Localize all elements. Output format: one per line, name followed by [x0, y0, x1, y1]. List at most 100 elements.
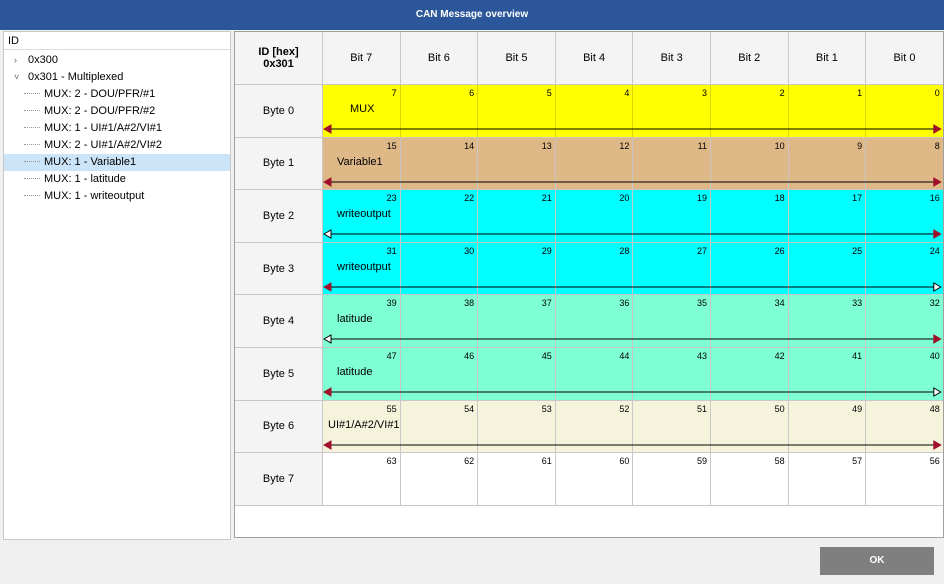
- bit-cell[interactable]: 14: [400, 137, 479, 191]
- bit-cell[interactable]: 8: [866, 137, 943, 191]
- bit-cell[interactable]: 45: [478, 348, 556, 401]
- bit-cell[interactable]: 0: [866, 85, 943, 138]
- bit-cell[interactable]: 51: [633, 400, 711, 454]
- bit-number: 35: [696, 298, 707, 309]
- bit-number: 13: [541, 140, 552, 151]
- bit-cell[interactable]: 44: [555, 348, 634, 401]
- bit-cell[interactable]: 3: [633, 85, 711, 138]
- bit-cell[interactable]: 36: [555, 295, 634, 348]
- bit-number: 7: [391, 88, 397, 98]
- tree-item[interactable]: MUX: 1 - latitude: [4, 171, 230, 188]
- bit-number: 51: [696, 403, 707, 414]
- bit-cell[interactable]: 62: [400, 453, 479, 506]
- bit-number: 56: [929, 456, 940, 467]
- tree-item[interactable]: MUX: 1 - writeoutput: [4, 188, 230, 205]
- bit-cell[interactable]: 1: [788, 85, 867, 138]
- bit-cell[interactable]: 17: [788, 190, 867, 243]
- bit-number: 38: [464, 298, 475, 309]
- bit-cell[interactable]: 6: [400, 85, 479, 138]
- bit-cell[interactable]: 63: [323, 453, 401, 506]
- bit-number: 23: [386, 193, 397, 204]
- bit-cell[interactable]: 57: [788, 453, 867, 506]
- bit-cell[interactable]: 38: [400, 295, 479, 348]
- bit-cell[interactable]: 43: [633, 348, 711, 401]
- row-header: Byte 0: [235, 85, 323, 138]
- bit-cell[interactable]: 29: [478, 242, 556, 296]
- bit-cell[interactable]: 24: [866, 242, 943, 296]
- tree-item[interactable]: MUX: 1 - Variable1: [4, 154, 230, 171]
- tree-label[interactable]: MUX: 1 - Variable1: [44, 156, 137, 168]
- bit-cell[interactable]: 58: [711, 453, 789, 506]
- bit-cell[interactable]: 46: [400, 348, 479, 401]
- bit-cell[interactable]: 60: [555, 453, 634, 506]
- expander[interactable]: ˅: [14, 72, 20, 82]
- bit-number: 5: [546, 88, 552, 98]
- tree-item[interactable]: MUX: 1 - UI#1/A#2/VI#1: [4, 120, 230, 137]
- bit-cell[interactable]: 33: [788, 295, 867, 348]
- bit-cell[interactable]: 34: [711, 295, 789, 348]
- bit-number: 40: [929, 351, 940, 361]
- bit-cell[interactable]: 30: [400, 242, 479, 296]
- tree-item[interactable]: MUX: 2 - DOU/PFR/#1: [4, 86, 230, 103]
- bit-cell[interactable]: 50: [711, 400, 789, 454]
- tree-label[interactable]: MUX: 1 - UI#1/A#2/VI#1: [44, 122, 162, 134]
- bit-cell[interactable]: 40: [866, 348, 943, 401]
- bit-cell[interactable]: 54: [400, 400, 479, 454]
- bit-cell[interactable]: 49: [788, 400, 867, 454]
- bit-cell[interactable]: 41: [788, 348, 867, 401]
- bit-number: 34: [774, 298, 785, 309]
- tree-label[interactable]: MUX: 2 - DOU/PFR/#1: [44, 88, 156, 100]
- tree-label[interactable]: MUX: 1 - latitude: [44, 173, 126, 185]
- signal-name: MUX: [350, 103, 375, 115]
- tree-body: › 0x300 ˅ 0x301 - Multiplexed MUX: 2 - DOU/P…: [4, 52, 230, 205]
- bit-cell[interactable]: 2: [711, 85, 789, 138]
- bit-cell[interactable]: 61: [478, 453, 556, 506]
- bit-cell[interactable]: 32: [866, 295, 943, 348]
- bit-cell[interactable]: 42: [711, 348, 789, 401]
- row-header: Byte 4: [235, 295, 323, 348]
- bit-cell[interactable]: 13: [478, 137, 556, 191]
- bit-cell[interactable]: 59: [633, 453, 711, 506]
- tree-item[interactable]: MUX: 2 - DOU/PFR/#2: [4, 103, 230, 120]
- bit-cell[interactable]: 5: [478, 85, 556, 138]
- bit-cell[interactable]: 25: [788, 242, 867, 296]
- signal-name: UI#1/A#2/VI#1: [328, 418, 400, 431]
- tree-item[interactable]: ˅ 0x301 - Multiplexed: [4, 69, 230, 86]
- bit-number: 1: [857, 88, 863, 98]
- bit-cell[interactable]: 28: [555, 242, 634, 296]
- bit-number: 62: [464, 456, 475, 467]
- bit-cell[interactable]: 9: [788, 137, 867, 191]
- bit-cell[interactable]: 52: [555, 400, 634, 454]
- tree-label[interactable]: 0x301 - Multiplexed: [28, 71, 124, 83]
- bit-cell[interactable]: 12: [555, 137, 634, 191]
- bit-cell[interactable]: 37: [478, 295, 556, 348]
- tree-label[interactable]: 0x300: [28, 54, 58, 66]
- bit-cell[interactable]: 22: [400, 190, 479, 243]
- bit-number: 49: [852, 403, 863, 414]
- bit-cell[interactable]: 11: [633, 137, 711, 191]
- bit-cell[interactable]: 56: [866, 453, 943, 506]
- tree-label[interactable]: MUX: 2 - UI#1/A#2/VI#2: [44, 139, 162, 151]
- bit-number: 2: [779, 88, 785, 98]
- bit-cell[interactable]: 18: [711, 190, 789, 243]
- bit-cell[interactable]: 53: [478, 400, 556, 454]
- column-header: Bit 6: [400, 32, 479, 85]
- tree-item[interactable]: MUX: 2 - UI#1/A#2/VI#2: [4, 137, 230, 154]
- bit-cell[interactable]: 19: [633, 190, 711, 243]
- bit-cell[interactable]: 4: [555, 85, 634, 138]
- bit-cell[interactable]: 48: [866, 400, 943, 454]
- ok-button[interactable]: OK: [820, 547, 934, 575]
- bit-cell[interactable]: 26: [711, 242, 789, 296]
- row-header: Byte 1: [235, 137, 323, 191]
- tree-label[interactable]: MUX: 2 - DOU/PFR/#2: [44, 105, 156, 117]
- tree-label[interactable]: MUX: 1 - writeoutput: [44, 190, 145, 202]
- bit-cell[interactable]: 21: [478, 190, 556, 243]
- bit-cell[interactable]: 16: [866, 190, 943, 243]
- bit-cell[interactable]: 10: [711, 137, 789, 191]
- bit-cell[interactable]: 27: [633, 242, 711, 296]
- expander[interactable]: ›: [14, 55, 17, 65]
- bit-number: 12: [619, 140, 630, 151]
- bit-cell[interactable]: 20: [555, 190, 634, 243]
- tree-item[interactable]: › 0x300: [4, 52, 230, 69]
- bit-cell[interactable]: 35: [633, 295, 711, 348]
